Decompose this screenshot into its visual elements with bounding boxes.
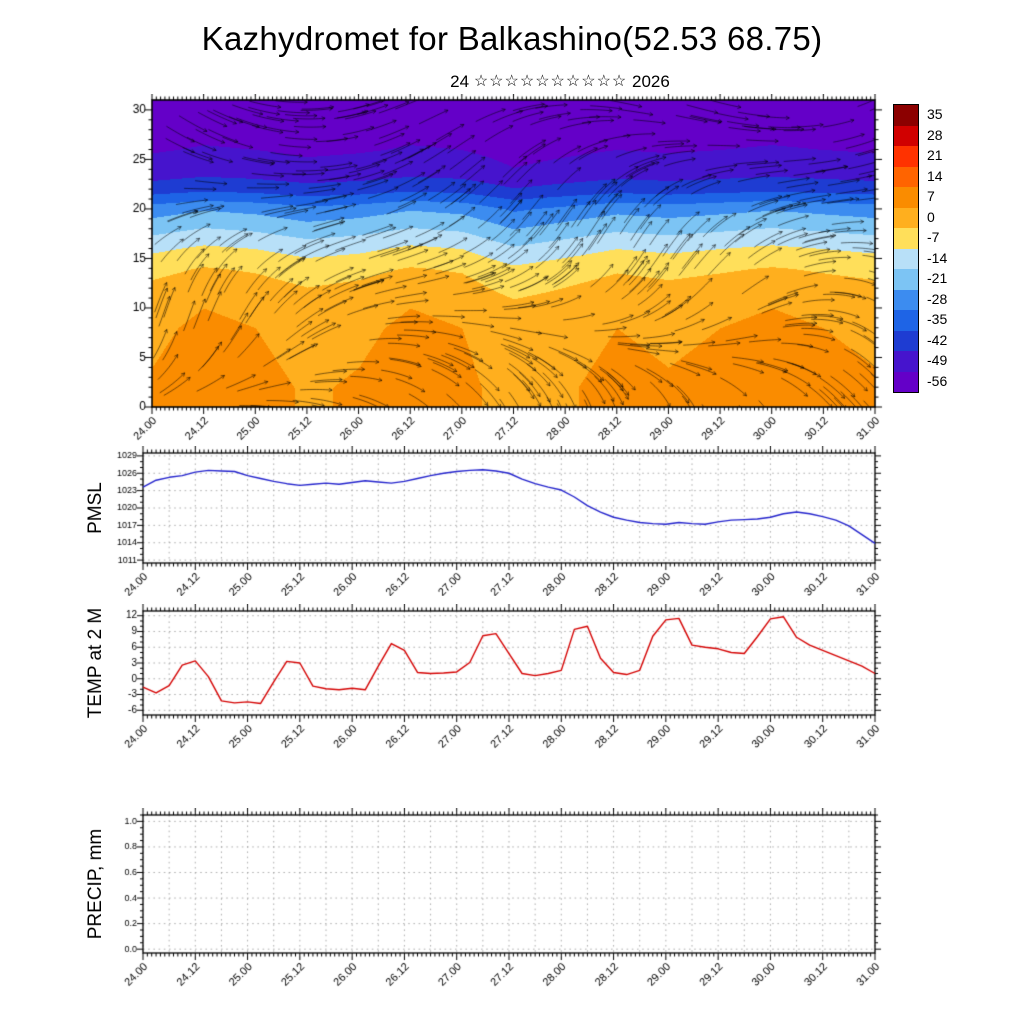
subtitle-year: 2026 [632, 72, 670, 91]
colorbar-segment [894, 146, 918, 167]
subtitle-stars: ☆☆☆☆☆☆☆☆☆☆ [473, 73, 628, 90]
colorbar-label: 35 [927, 106, 943, 123]
colorbar-segment [894, 187, 918, 208]
colorbar-gradient [893, 104, 919, 393]
temp-axis-title: TEMP at 2 M [85, 607, 106, 719]
temp-2m-plot [100, 604, 890, 754]
colorbar-segment [894, 125, 918, 146]
precip-axis-title: PRECIP, mm [85, 828, 106, 940]
page-title: Kazhydromet for Balkashino(52.53 68.75) [201, 20, 823, 57]
colorbar-label: 28 [927, 126, 943, 143]
pmsl-axis-title: PMSL [85, 482, 106, 534]
precip-plot [100, 808, 890, 993]
colorbar-label: -28 [927, 290, 948, 307]
colorbar-label: -56 [927, 372, 948, 389]
colorbar-label: -14 [927, 249, 948, 266]
colorbar-labels: 35 28 21 14 7 0 -7 -14 -21 -28 -35 -42 -49 -56 [927, 104, 971, 393]
colorbar-segment [894, 351, 918, 372]
colorbar-segment [894, 310, 918, 331]
colorbar: 35 28 21 14 7 0 -7 -14 -21 -28 -35 -42 -49 -56 [893, 104, 973, 393]
colorbar-label: 0 [927, 208, 935, 225]
pmsl-plot [100, 446, 890, 596]
colorbar-label: 21 [927, 147, 943, 164]
colorbar-segment [894, 289, 918, 310]
colorbar-segment [894, 269, 918, 290]
subtitle-init-hour: 24 [450, 72, 470, 91]
colorbar-segment [894, 166, 918, 187]
colorbar-label: 7 [927, 188, 935, 205]
colorbar-segment [894, 228, 918, 249]
colorbar-segment [894, 105, 918, 126]
colorbar-label: 14 [927, 167, 943, 184]
colorbar-segment [894, 248, 918, 269]
colorbar-label: -35 [927, 311, 948, 328]
colorbar-label: -42 [927, 331, 948, 348]
colorbar-label: -49 [927, 352, 948, 369]
colorbar-label: -21 [927, 270, 948, 287]
colorbar-segment [894, 330, 918, 351]
colorbar-segment [894, 207, 918, 228]
colorbar-segment [894, 371, 918, 392]
cross-section-plot [100, 94, 890, 454]
plot-subtitle: 24 ☆☆☆☆☆☆☆☆☆☆ 2026 [160, 72, 960, 92]
colorbar-label: -7 [927, 229, 940, 246]
